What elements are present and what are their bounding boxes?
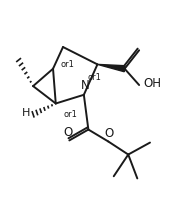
Text: O: O	[64, 126, 73, 139]
Text: or1: or1	[60, 60, 74, 69]
Text: OH: OH	[144, 77, 162, 90]
Text: O: O	[105, 127, 114, 140]
Text: H: H	[22, 108, 30, 118]
Polygon shape	[98, 64, 125, 72]
Text: or1: or1	[63, 110, 77, 119]
Text: or1: or1	[87, 73, 101, 82]
Text: N: N	[80, 79, 89, 92]
